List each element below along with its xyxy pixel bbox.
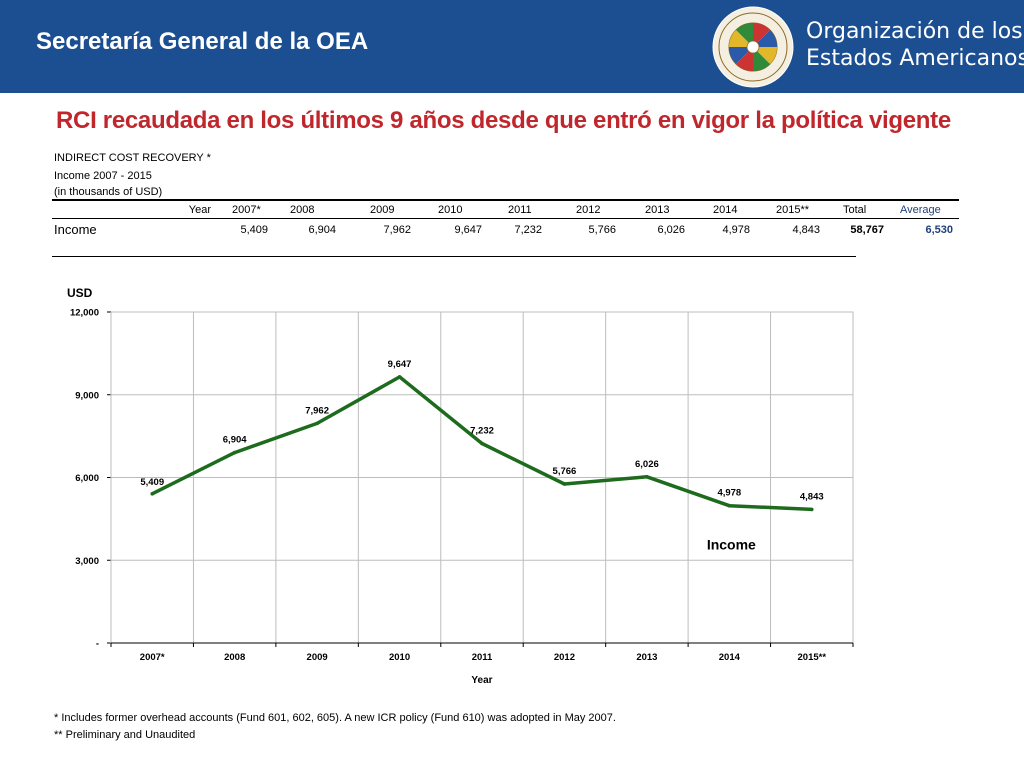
x-tick-label: 2015** — [798, 652, 827, 663]
header-bar: Secretaría General de la OEA Organizació… — [0, 0, 1024, 93]
income-value-cell: 9,647 — [454, 224, 482, 236]
income-data-label: 5,766 — [553, 466, 577, 477]
total-header: Total — [843, 204, 867, 216]
table-header-rule — [52, 218, 959, 219]
page-headline: RCI recaudada en los últimos 9 años desd… — [56, 107, 951, 134]
income-data-label: 9,647 — [388, 359, 412, 370]
table-bottom-rule — [52, 256, 856, 257]
income-data-point — [809, 507, 814, 512]
income-value-cell: 5,409 — [240, 224, 268, 236]
x-axis-title: Year — [471, 675, 492, 686]
y-axis-title: USD — [67, 286, 93, 300]
year-header-cell: 2015** — [776, 204, 810, 216]
income-data-point — [232, 450, 237, 455]
org-name-line2: Estados Americanos — [806, 46, 1024, 71]
x-tick-label: 2007* — [140, 652, 165, 663]
income-data-label: 6,904 — [223, 435, 247, 446]
y-tick-label: 12,000 — [70, 308, 99, 319]
income-data-point — [562, 482, 567, 486]
income-data-label: 7,232 — [470, 426, 494, 437]
table-title: INDIRECT COST RECOVERY * — [54, 152, 211, 164]
income-line-chart: - 3,000 6,000 9,000 12,000 2007* 2008 2009 2010 2… — [67, 286, 854, 686]
income-data-label: 4,843 — [800, 491, 824, 502]
y-tick-label: 9,000 — [75, 390, 99, 401]
year-header-cell: 2009 — [370, 204, 395, 216]
x-tick-label: 2008 — [224, 652, 245, 663]
year-header-cell: 2007* — [232, 204, 261, 216]
total-value: 58,767 — [850, 224, 884, 236]
income-data-point — [727, 503, 732, 508]
oas-seal-logo — [712, 6, 794, 88]
income-data-point — [315, 421, 319, 426]
y-tick-label: 3,000 — [75, 556, 99, 567]
x-tick-label: 2014 — [719, 652, 741, 663]
header-title: Secretaría General de la OEA — [36, 28, 369, 55]
income-row-label: Income — [54, 222, 97, 237]
y-tick-label: - — [96, 639, 99, 650]
org-name-line1: Organización de los — [806, 19, 1023, 44]
footnote-1: * Includes former overhead accounts (Fun… — [54, 712, 616, 724]
table-top-rule — [52, 199, 959, 201]
series-legend-label: Income — [707, 536, 756, 552]
income-data-point — [480, 441, 484, 446]
year-header-cell: 2011 — [508, 204, 532, 216]
income-value-cell: 6,026 — [657, 224, 685, 236]
x-tick-label: 2012 — [554, 652, 575, 663]
table-units: (in thousands of USD) — [54, 186, 163, 198]
x-tick-label: 2013 — [636, 652, 657, 663]
average-value: 6,530 — [925, 224, 953, 236]
income-data-label: 7,962 — [305, 405, 329, 416]
income-value-cell: 4,978 — [722, 224, 750, 236]
table-subtitle: Income 2007 - 2015 — [54, 170, 152, 182]
year-header-cell: 2008 — [290, 204, 315, 216]
x-tick-label: 2010 — [389, 652, 410, 663]
income-data-label: 4,978 — [717, 488, 741, 499]
year-header-cell: 2014 — [713, 204, 738, 216]
y-tick-label: 6,000 — [75, 473, 99, 484]
year-header-cell: 2013 — [645, 204, 670, 216]
income-data-label: 6,026 — [635, 459, 659, 470]
average-header: Average — [900, 204, 941, 216]
year-header-cell: 2012 — [576, 204, 601, 216]
year-header: Year — [188, 204, 211, 216]
income-value-cell: 7,962 — [383, 224, 411, 236]
x-tick-label: 2009 — [307, 652, 328, 663]
income-value-cell: 4,843 — [792, 224, 820, 236]
income-data-point — [397, 375, 402, 379]
income-data-label: 5,409 — [140, 477, 164, 488]
x-tick-label: 2011 — [472, 652, 493, 663]
income-data-point — [150, 492, 155, 496]
footnote-2: ** Preliminary and Unaudited — [54, 729, 196, 741]
income-value-cell: 6,904 — [308, 224, 336, 236]
year-header-cell: 2010 — [438, 204, 463, 216]
income-value-cell: 5,766 — [588, 224, 616, 236]
org-name: Organización de los Estados Americanos — [806, 18, 1024, 72]
income-value-cell: 7,232 — [514, 224, 542, 236]
income-data-point — [645, 474, 649, 479]
